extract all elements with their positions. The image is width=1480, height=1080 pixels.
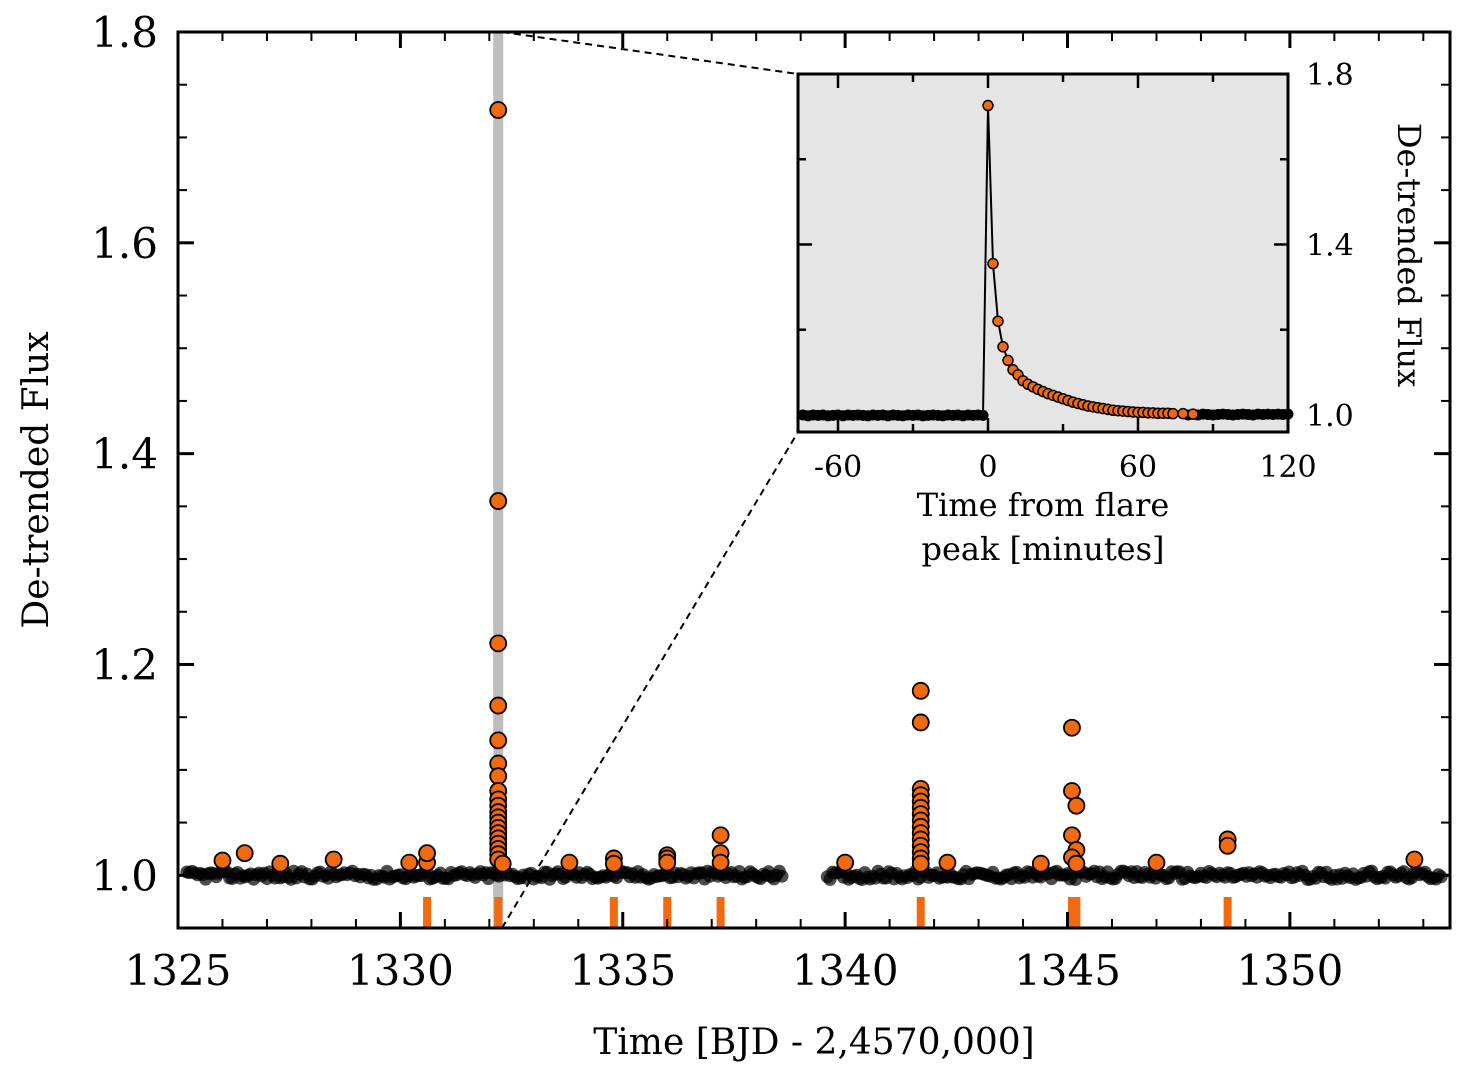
flare-point [489, 767, 508, 786]
flare-point [658, 853, 677, 872]
y-tick-label: 1.4 [91, 430, 158, 479]
flare-point [1067, 854, 1086, 873]
flare-point [489, 731, 508, 750]
x-tick-label: 1350 [1236, 946, 1343, 995]
inset-x-tick-label: 120 [1259, 450, 1316, 485]
flare-point [418, 844, 436, 863]
inset-y-tick-label: 1.8 [1306, 58, 1354, 93]
x-tick-label: 1340 [792, 946, 899, 995]
inset-x-axis-label-line2: peak [minutes] [921, 530, 1164, 568]
y-tick-label: 1.2 [91, 640, 158, 689]
main-axes: 1325 1330 1335 1340 1345 1350 1.0 1.2 1.4 1.6 1.8 T… [16, 8, 1452, 1063]
inset-plot: -60 0 60 120 1.0 1.4 1.8 Time from flare peak [m… [796, 58, 1428, 568]
x-tick-label: 1345 [1014, 946, 1121, 995]
flare-marker [1067, 897, 1076, 928]
main-flare-highlight-band [493, 32, 504, 928]
flare-marker [609, 897, 618, 928]
inset-y-tick-label: 1.4 [1306, 228, 1354, 263]
inset-axes-frame [796, 72, 1290, 434]
flare-point [489, 696, 508, 715]
flare-point [938, 853, 957, 872]
flare-marker [494, 897, 503, 928]
flare-point [911, 713, 930, 732]
flare-marker [423, 897, 432, 928]
flare-point [1063, 782, 1081, 800]
x-tick-label: 1325 [125, 946, 232, 995]
x-axis-label: Time [BJD - 2,4570,000] [593, 1022, 1034, 1063]
flare-point [493, 854, 512, 873]
flare-marker [1223, 897, 1232, 928]
inset-flare-point [987, 257, 999, 270]
inset-flare-point [1002, 354, 1014, 367]
inset-flare-point [997, 341, 1009, 353]
flare-point [711, 853, 730, 872]
flare-point [1218, 836, 1237, 855]
flare-marker [1072, 897, 1081, 928]
inset-flare-point [1167, 407, 1179, 420]
flare-point [1147, 853, 1166, 872]
inset-flare-point [992, 315, 1004, 327]
flare-point [324, 850, 343, 869]
flare-point [1031, 854, 1050, 873]
inset-background [798, 74, 1288, 432]
flare-point [711, 826, 730, 845]
flare-point [836, 853, 855, 872]
zoom-connector-lines [501, 31, 799, 929]
flare-point [604, 854, 623, 873]
flare-point [911, 681, 930, 700]
flare-point [400, 853, 419, 872]
flare-marker [916, 897, 925, 928]
flare-marker [663, 897, 672, 928]
inset-flare-point [982, 99, 994, 112]
flare-point [1067, 796, 1086, 815]
y-axis-label: De-trended Flux [16, 331, 57, 628]
connector-top [501, 31, 799, 75]
main-baseline-series [180, 864, 1448, 886]
x-tick-label: 1330 [347, 946, 454, 995]
flare-point [271, 854, 290, 873]
y-tick-label: 1.8 [91, 8, 158, 57]
flare-point [560, 853, 579, 872]
x-tick-label: 1335 [569, 946, 676, 995]
inset-x-tick-label: -60 [814, 450, 862, 485]
inset-x-tick-label: 60 [1119, 450, 1157, 485]
connector-bottom [501, 431, 799, 929]
y-tick-label: 1.0 [91, 851, 158, 900]
flare-point [911, 854, 930, 873]
flare-marker [716, 897, 725, 928]
main-axes-frame [176, 30, 1452, 930]
flare-point [235, 844, 254, 863]
flare-point [1063, 718, 1081, 737]
inset-flare-point [1187, 408, 1199, 420]
main-flare-points [213, 101, 1424, 873]
inset-flare-point [1177, 407, 1189, 420]
flare-point [489, 634, 508, 653]
y-tick-label: 1.6 [91, 219, 158, 268]
main-flare-markers [423, 897, 1232, 928]
baseline-point [775, 869, 789, 883]
inset-y-tick-label: 1.0 [1306, 399, 1354, 434]
inset-x-tick-label: 0 [978, 450, 997, 485]
flare-highlight-band [493, 32, 504, 928]
flare-point [213, 851, 232, 870]
flare-point [489, 101, 508, 119]
flare-point [1063, 826, 1081, 845]
inset-y-axis-label: De-trended Flux [1390, 123, 1428, 387]
flare-point [489, 492, 508, 510]
baseline-point [1434, 870, 1448, 884]
flare-point [1405, 850, 1424, 869]
inset-x-axis-label-line1: Time from flare [917, 486, 1170, 524]
